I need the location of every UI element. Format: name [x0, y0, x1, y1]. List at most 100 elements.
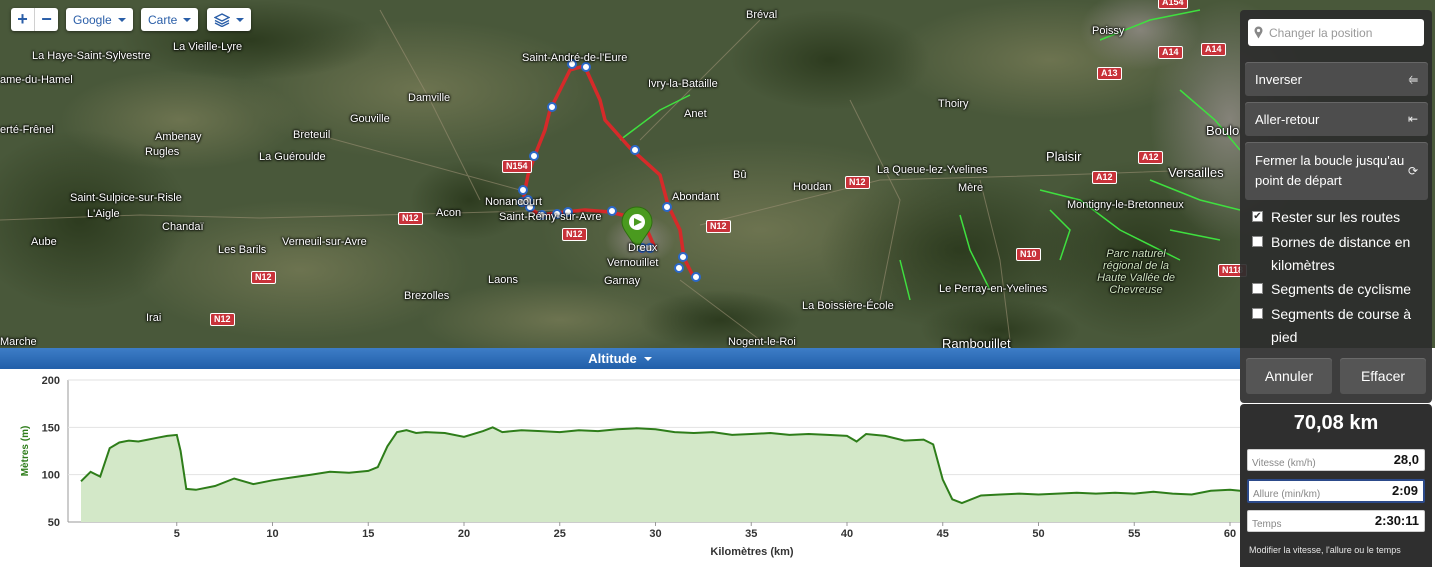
satellite-terrain	[0, 0, 1435, 348]
chevron-down-icon	[117, 17, 126, 22]
reverse-button[interactable]: Inverser ⥢	[1245, 62, 1428, 96]
map-view[interactable]: Bréval Poissy La Haye-Saint-Sylvestre La…	[0, 0, 1435, 348]
place-label: Thoiry	[938, 98, 969, 110]
reverse-label: Inverser	[1255, 71, 1302, 87]
cycling-segments	[619, 9, 1241, 301]
road-shield: A12	[1138, 151, 1163, 164]
x-tick-label: 60	[1224, 528, 1236, 540]
place-label: Ambenay	[155, 131, 202, 143]
layers-dropdown-inner	[207, 8, 251, 31]
place-label: Mère	[958, 182, 984, 194]
place-label: Houdan	[793, 181, 832, 193]
chevron-down-icon	[183, 17, 192, 22]
road-shield: A13	[1097, 67, 1122, 80]
x-tick-label: 35	[745, 528, 757, 540]
place-label: Irai	[146, 312, 162, 324]
x-tick-label: 25	[554, 528, 566, 540]
option-running-segments[interactable]: Segments de course à pied	[1252, 303, 1424, 349]
option-distance-markers[interactable]: Bornes de distance en kilomètres	[1252, 231, 1424, 277]
x-axis-ticks: 5 10 15 20 25 30 35 40 45 50 55 60	[174, 522, 1236, 540]
checkbox-icon[interactable]	[1252, 236, 1263, 247]
checkbox-icon[interactable]	[1252, 308, 1263, 319]
place-label: Montigny-le-Bretonneux	[1067, 199, 1184, 211]
x-tick-label: 55	[1128, 528, 1140, 540]
place-label: Poissy	[1092, 25, 1125, 37]
x-tick-label: 20	[458, 528, 470, 540]
place-label: L'Aigle	[87, 208, 120, 220]
provider-dropdown[interactable]: Google	[66, 8, 133, 31]
place-label: Gouville	[350, 113, 390, 125]
close-loop-button[interactable]: Fermer la boucle jusqu'au point de dépar…	[1245, 142, 1428, 200]
pace-value[interactable]: 2:09	[1391, 483, 1418, 498]
x-tick-label: 5	[174, 528, 180, 540]
y-tick-label: 150	[42, 422, 60, 434]
place-label: Saint-Sulpice-sur-Risle	[70, 192, 182, 204]
map-pin-icon	[1254, 26, 1263, 39]
option-label: Rester sur les routes	[1271, 209, 1401, 225]
altitude-header-label: Altitude	[588, 351, 637, 366]
start-marker[interactable]	[621, 206, 653, 252]
checkbox-icon[interactable]	[1252, 283, 1263, 294]
pace-field[interactable]: Allure (min/km) 2:09	[1247, 479, 1425, 503]
pace-label: Allure (min/km)	[1253, 489, 1321, 500]
place-label: Laons	[488, 274, 518, 286]
layers-icon	[214, 12, 230, 27]
y-tick-label: 50	[48, 517, 60, 529]
zoom-in-button[interactable]: +	[17, 9, 28, 29]
x-tick-label: 10	[266, 528, 278, 540]
place-label: Aube	[31, 236, 57, 248]
place-label: Marche	[0, 336, 37, 348]
road-shield: A14	[1158, 46, 1183, 59]
chevron-down-icon	[236, 17, 244, 22]
route-options-panel: Inverser ⥢ Aller-retour ⇤ Fermer la bouc…	[1240, 10, 1432, 403]
road-shield: N12	[398, 212, 423, 225]
place-label: Acon	[436, 207, 462, 219]
road-shield: N12	[251, 271, 276, 284]
place-label: Boulo	[1206, 123, 1240, 138]
clear-button[interactable]: Effacer	[1340, 358, 1426, 394]
x-axis-label: Kilomètres (km)	[710, 546, 793, 558]
speed-field[interactable]: Vitesse (km/h) 28,0	[1247, 449, 1425, 471]
layers-dropdown[interactable]	[207, 8, 251, 31]
place-label: Le Perray-en-Yvelines	[939, 283, 1048, 295]
position-input[interactable]	[1269, 25, 1419, 40]
place-label: Plaisir	[1046, 149, 1082, 164]
place-label: Chandaï	[162, 221, 204, 233]
option-cycling-segments[interactable]: Segments de cyclisme	[1252, 278, 1424, 301]
speed-value[interactable]: 28,0	[1393, 452, 1419, 467]
altitude-toggle[interactable]: Altitude	[0, 348, 1240, 369]
road-shield: A12	[1092, 171, 1117, 184]
y-axis-ticks: 50 100 150 200	[42, 375, 60, 529]
place-label: Bréval	[746, 9, 778, 21]
place-label: Nonancourt	[485, 196, 542, 208]
place-label: La Queue-lez-Yvelines	[877, 164, 988, 176]
time-label: Temps	[1252, 519, 1282, 530]
route-stats-panel: 70,08 km Vitesse (km/h) 28,0 Allure (min…	[1240, 404, 1432, 567]
cancel-button[interactable]: Annuler	[1246, 358, 1332, 394]
place-label: Anet	[684, 108, 707, 120]
zoom-control: + −	[11, 8, 58, 31]
road-shield: N10	[1016, 248, 1041, 261]
terrain-forests	[0, 0, 1250, 348]
place-label: Rambouillet	[942, 336, 1011, 348]
map-type-dropdown[interactable]: Carte	[141, 8, 199, 31]
place-label: La Boissière-École	[802, 300, 894, 312]
time-field[interactable]: Temps 2:30:11	[1247, 510, 1425, 532]
position-field	[1248, 19, 1424, 46]
place-label: Saint-Rémy-sur-Avre	[499, 211, 602, 223]
option-stay-on-roads[interactable]: ✔ Rester sur les routes	[1252, 206, 1424, 229]
road-shield: N12	[210, 313, 235, 326]
park-label: Parc naturel régional de la Haute Vallée…	[1097, 248, 1175, 296]
stats-hint: Modifier la vitesse, l'allure ou le temp…	[1249, 545, 1401, 555]
altitude-chart[interactable]: 50 100 150 200 5 10 15 20 25 30 35 40 45 50 55 60 Mètr…	[0, 369, 1240, 567]
roundtrip-button[interactable]: Aller-retour ⇤	[1245, 102, 1428, 136]
time-value[interactable]: 2:30:11	[1374, 513, 1419, 528]
zoom-out-button[interactable]: −	[41, 9, 52, 29]
y-tick-label: 200	[42, 375, 60, 387]
road-shield: A154	[1158, 0, 1188, 9]
road-shield: N154	[502, 160, 532, 173]
place-label: Breteuil	[293, 129, 331, 141]
place-label: Les Barils	[218, 244, 267, 256]
checkbox-checked-icon[interactable]: ✔	[1252, 211, 1263, 222]
